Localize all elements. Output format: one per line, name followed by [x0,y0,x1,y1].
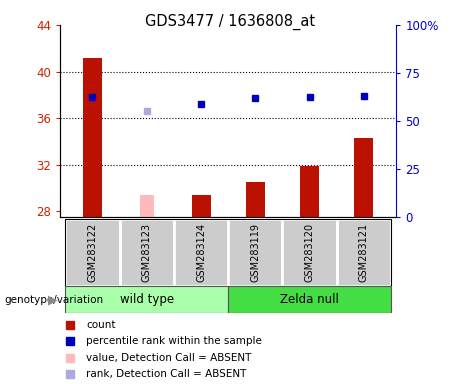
Bar [65,286,228,313]
Bar [174,219,228,286]
Text: GSM283124: GSM283124 [196,223,206,282]
Bar [140,195,154,217]
Bar [228,286,391,313]
Text: GDS3477 / 1636808_at: GDS3477 / 1636808_at [145,13,316,30]
Bar [83,58,102,217]
Bar [300,166,319,217]
Text: GSM283121: GSM283121 [359,223,369,282]
Bar [192,195,211,217]
Text: percentile rank within the sample: percentile rank within the sample [86,336,262,346]
Bar [65,219,120,286]
Bar [283,219,337,286]
Bar [120,219,174,286]
Text: GSM283122: GSM283122 [88,223,97,282]
Text: GSM283120: GSM283120 [305,223,314,282]
Bar [355,138,373,217]
Text: count: count [86,320,116,330]
Bar [228,219,283,286]
Text: GSM283119: GSM283119 [250,223,260,282]
Text: Zelda null: Zelda null [280,293,339,306]
Text: GSM283123: GSM283123 [142,223,152,282]
Text: wild type: wild type [120,293,174,306]
Bar [337,219,391,286]
Bar [246,182,265,217]
Text: ▶: ▶ [48,293,58,306]
Text: rank, Detection Call = ABSENT: rank, Detection Call = ABSENT [86,369,246,379]
Text: value, Detection Call = ABSENT: value, Detection Call = ABSENT [86,353,251,362]
Text: genotype/variation: genotype/variation [5,295,104,305]
